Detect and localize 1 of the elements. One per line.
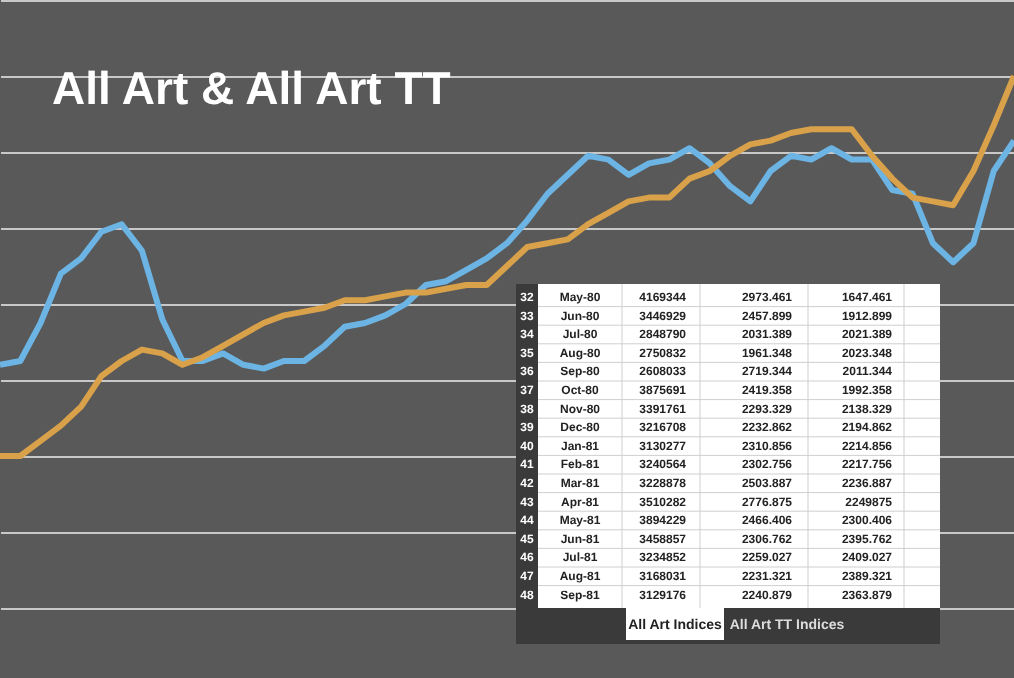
chart-title: All Art & All Art TT (52, 62, 451, 114)
